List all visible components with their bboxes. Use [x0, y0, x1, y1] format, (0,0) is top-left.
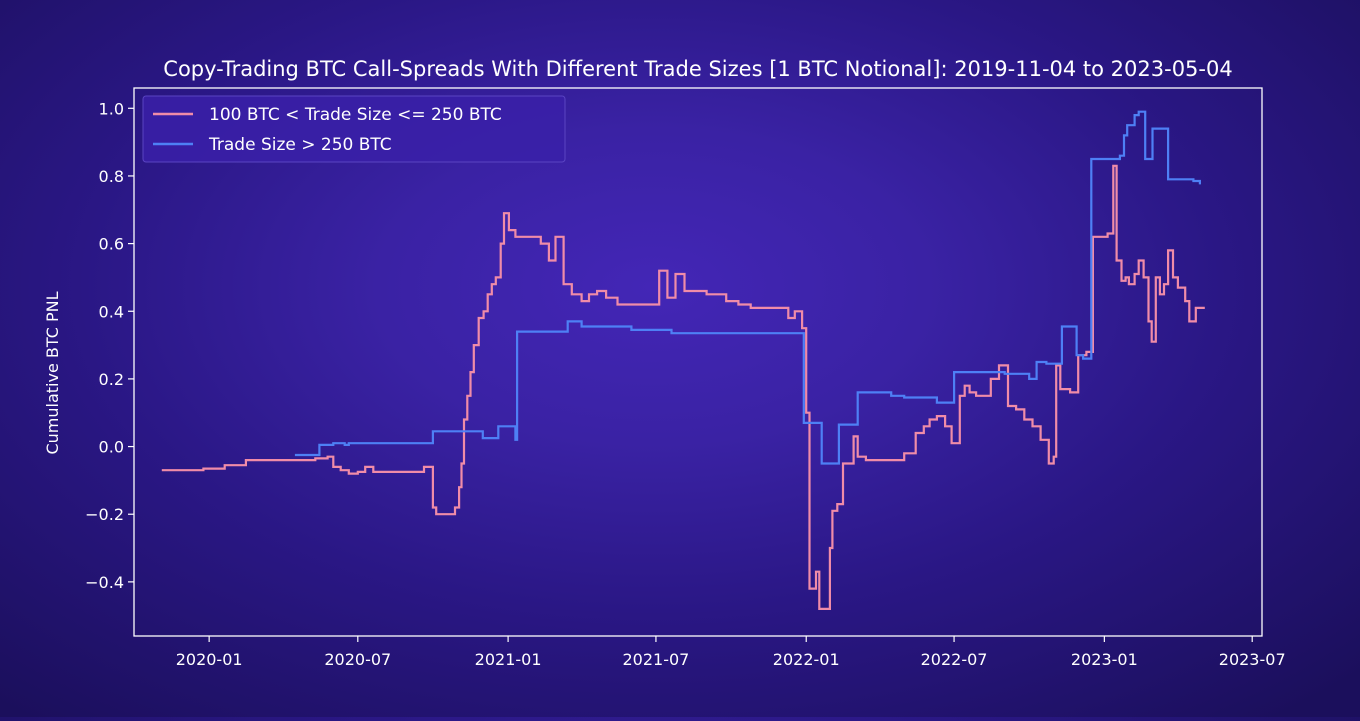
y-tick-label: 0.4 [99, 302, 124, 321]
legend-label-1: 100 BTC < Trade Size <= 250 BTC [209, 105, 502, 125]
series-layer [161, 110, 1205, 610]
y-axis-label: Cumulative BTC PNL [43, 291, 62, 454]
y-tick-label: 1.0 [99, 99, 124, 118]
y-tick-label: 0.0 [99, 438, 124, 457]
y-tick-label: −0.2 [85, 505, 124, 524]
x-tick-label: 2023-07 [1219, 650, 1286, 669]
legend-box [142, 95, 566, 163]
y-tick-label: 0.8 [99, 167, 124, 186]
y-axis: 1.0 0.8 0.6 0.4 0.2 0.0 −0.2 −0.4 [85, 99, 134, 592]
chart-title: Copy-Trading BTC Call-Spreads With Diffe… [163, 57, 1232, 81]
x-tick-label: 2023-01 [1071, 650, 1138, 669]
series-line-1 [161, 164, 1205, 610]
x-tick-label: 2022-01 [773, 650, 840, 669]
legend-label-2: Trade Size > 250 BTC [208, 135, 392, 155]
y-tick-label: −0.4 [85, 573, 124, 592]
axes-frame [133, 87, 1263, 637]
x-axis: 2020-01 2020-07 2021-01 2021-07 2022-01 2022-… [176, 636, 1286, 669]
y-tick-label: 0.6 [99, 235, 124, 254]
x-tick-label: 2021-01 [475, 650, 542, 669]
x-tick-label: 2020-01 [176, 650, 243, 669]
legend: 100 BTC < Trade Size <= 250 BTC Trade Siz… [142, 95, 566, 163]
series-line-2 [294, 110, 1201, 465]
y-tick-label: 0.2 [99, 370, 124, 389]
x-tick-label: 2022-07 [921, 650, 988, 669]
x-tick-label: 2020-07 [324, 650, 391, 669]
x-tick-label: 2021-07 [623, 650, 690, 669]
